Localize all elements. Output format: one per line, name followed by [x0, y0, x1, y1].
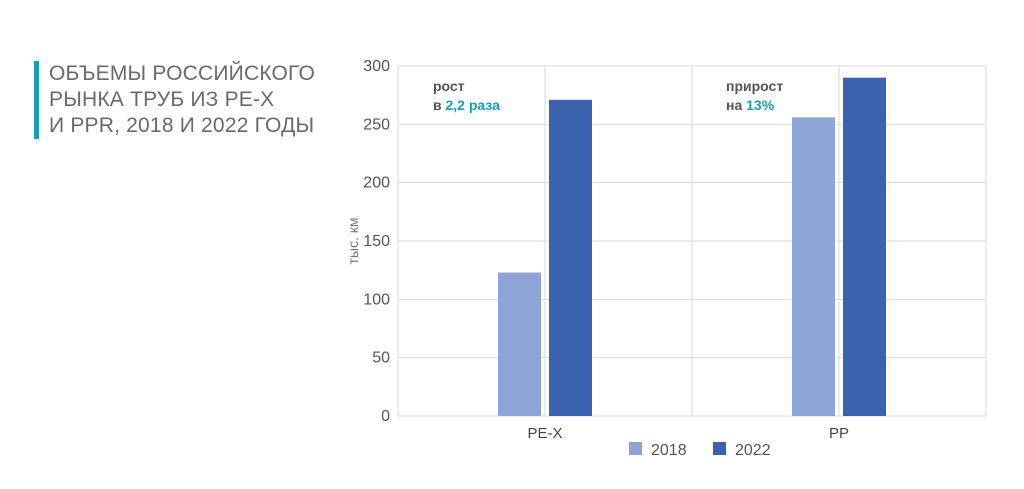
annotation-line: рост [433, 78, 465, 94]
legend-label: 2018 [651, 442, 687, 459]
annotation-prefix: в [433, 97, 446, 113]
annotation-highlight: 2,2 раза [446, 97, 501, 113]
bar-2022-pe-x [549, 99, 592, 416]
y-axis-label: тыс. км [345, 217, 361, 264]
y-tick-label: 50 [372, 350, 390, 367]
bar-2018-pe-x [498, 272, 541, 416]
chart-title-line: И PPR, 2018 И 2022 ГОДЫ [49, 114, 315, 137]
annotation-prefix: на [726, 97, 746, 113]
annotation-highlight: 13% [746, 97, 775, 113]
annotation-line: прирост [726, 78, 783, 94]
y-tick-label: 300 [363, 58, 390, 75]
legend-label: 2022 [735, 442, 771, 459]
legend-swatch [629, 442, 642, 455]
chart-title-line: РЫНКА ТРУБ ИЗ PE-X [49, 88, 275, 111]
legend-swatch [713, 442, 726, 455]
annotation-line: в 2,2 раза [433, 97, 500, 113]
chart-title: ОБЪЕМЫ РОССИЙСКОГО РЫНКА ТРУБ ИЗ PE-X И … [34, 61, 315, 139]
annotation-line: на 13% [726, 97, 775, 113]
bar-2022-pp [843, 77, 886, 417]
y-tick-label: 0 [381, 408, 390, 425]
y-tick-label: 100 [363, 291, 390, 308]
y-tick-label: 150 [363, 233, 390, 250]
x-tick-label: PE-X [527, 425, 562, 442]
y-tick-label: 200 [363, 175, 390, 192]
x-tick-label: PP [829, 425, 849, 442]
chart-title-line: ОБЪЕМЫ РОССИЙСКОГО [49, 62, 315, 85]
bar-2018-pp [792, 117, 835, 416]
y-tick-label: 250 [363, 116, 390, 133]
